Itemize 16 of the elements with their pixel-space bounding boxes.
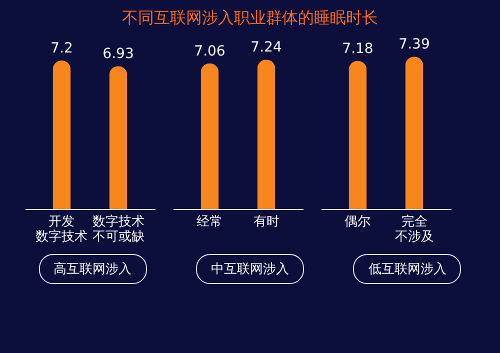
data-label: 7.06 xyxy=(194,43,226,60)
rounded-frame: 中互联网涉入 xyxy=(196,254,304,284)
rounded-frame: 高互联网涉入 xyxy=(38,254,147,284)
data-label: 7.39 xyxy=(398,36,430,53)
rounded-frame: 低互联网涉入 xyxy=(353,254,462,284)
chart-title: 不同互联网涉入职业群体的睡眠时长 xyxy=(121,7,379,29)
data-label: 7.2 xyxy=(50,40,73,56)
x-tick-label: 数字技术不可或缺 xyxy=(92,214,144,244)
x-tick-label: 经常 xyxy=(196,214,223,230)
data-label: 7.18 xyxy=(342,40,374,57)
data-label: 6.93 xyxy=(102,46,134,62)
x-tick-label: 开发数字技术 xyxy=(36,214,88,244)
x-tick-label: 完全不涉及 xyxy=(394,214,434,244)
x-tick-label: 偶尔 xyxy=(344,214,371,230)
x-tick-label: 有时 xyxy=(253,214,280,230)
data-label: 7.24 xyxy=(250,40,282,56)
